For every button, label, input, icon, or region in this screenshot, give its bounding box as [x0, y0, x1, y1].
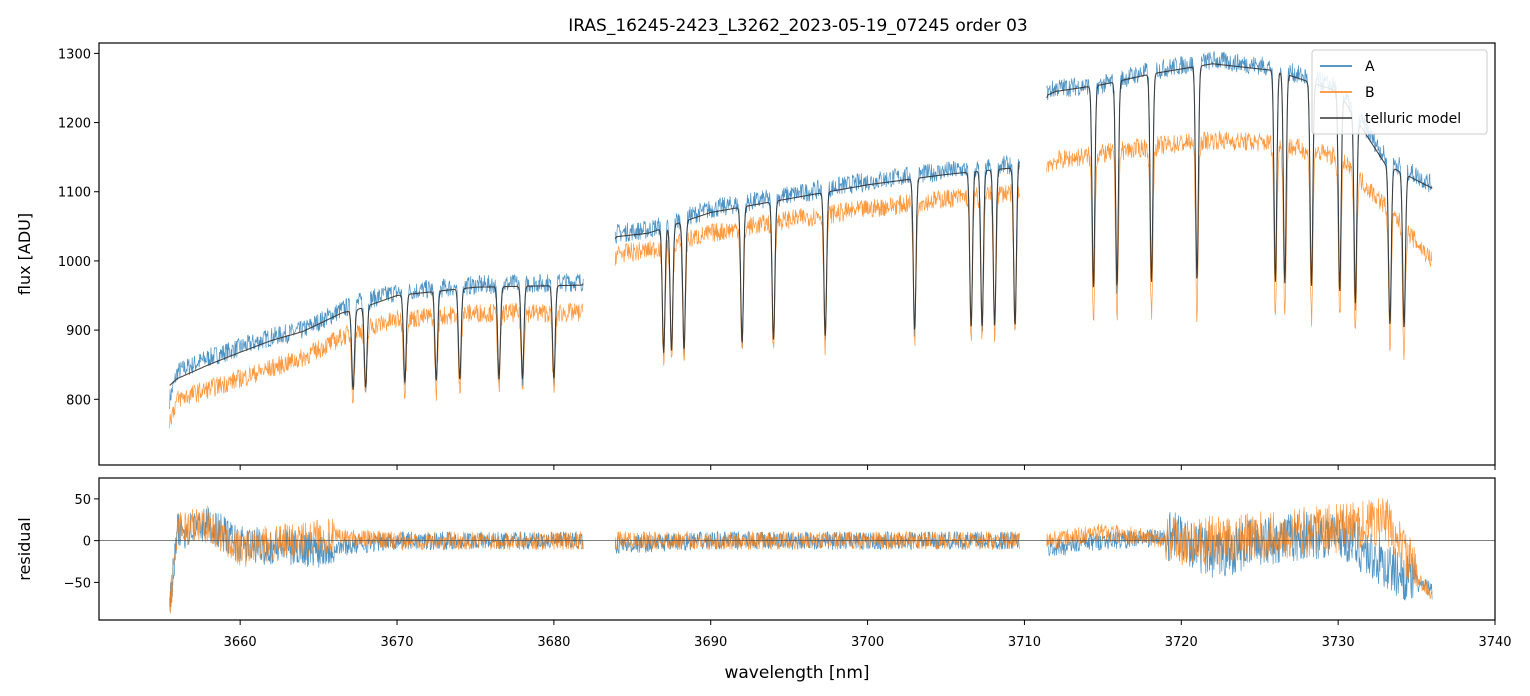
y-tick-label: 900	[66, 324, 91, 339]
y-tick-label: 1000	[58, 255, 91, 270]
x-tick-label: 3730	[1322, 635, 1355, 650]
y-tick-label: 1300	[58, 47, 91, 62]
series-b-line	[169, 498, 1433, 614]
x-tick-label: 3680	[537, 635, 570, 650]
y-tick-label: 1100	[58, 186, 91, 201]
residual-axes-frame	[98, 477, 1496, 621]
x-tick-label: 3710	[1008, 635, 1041, 650]
legend-label-a: A	[1365, 59, 1375, 75]
x-tick-label: 3660	[224, 635, 257, 650]
y-tick-label: 1200	[58, 117, 91, 132]
flux-axes-background	[99, 43, 1495, 465]
chart-title: IRAS_16245-2423_L3262_2023-05-19_07245 o…	[568, 16, 1027, 36]
flux-series-group	[169, 50, 1433, 429]
legend-label-telluric: telluric model	[1365, 111, 1461, 127]
x-tick-label: 3690	[694, 635, 727, 650]
x-tick-label: 3700	[851, 635, 884, 650]
flux-panel: 800 900 1000 1100 1200 1300 flux [ADU]	[15, 42, 1496, 470]
x-tick-label: 3670	[380, 635, 413, 650]
flux-y-axis: 800 900 1000 1100 1200 1300	[58, 47, 99, 408]
series-telluric-model-line	[169, 63, 1433, 390]
legend-box	[1311, 49, 1488, 135]
x-tick-label: 3720	[1165, 635, 1198, 650]
y-tick-label: 0	[83, 535, 91, 550]
flux-axes-frame	[98, 42, 1496, 466]
residual-series-group	[169, 498, 1433, 614]
legend-label-b: B	[1365, 85, 1375, 101]
x-axis-label: wavelength [nm]	[724, 663, 869, 683]
y-tick-label: 50	[74, 493, 91, 508]
flux-y-axis-label: flux [ADU]	[15, 213, 34, 295]
residual-panel: 500−50 3660 3670 3680 3690 3700 3710 3720 3730 3…	[15, 477, 1512, 650]
residual-y-axis: 50 0 −50	[64, 493, 99, 591]
y-tick-label: 800	[66, 393, 91, 408]
residual-y-axis-label: residual	[15, 517, 34, 580]
legend: A B telluric model	[1311, 49, 1488, 135]
x-tick-label: 3740	[1478, 635, 1511, 650]
flux-x-ticks	[239, 465, 1496, 470]
residual-x-axis: 3660 3670 3680 3690 3700 3710 3720 3730 3740	[224, 620, 1512, 650]
y-tick-label: −50	[64, 576, 91, 591]
